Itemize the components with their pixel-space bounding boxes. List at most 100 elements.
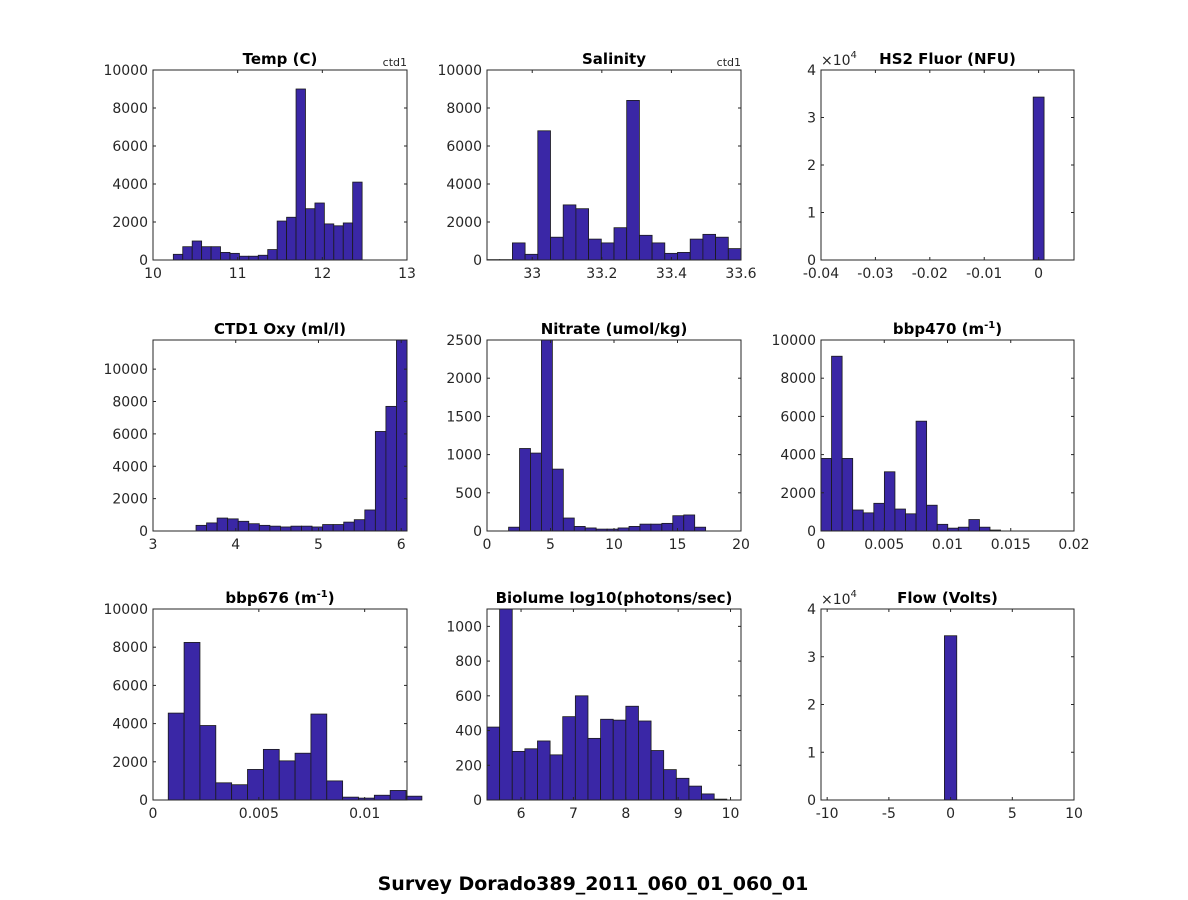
- x-tick-label: 33.6: [725, 266, 756, 282]
- histogram-bar: [524, 748, 538, 801]
- histogram-panel: 10 11 12 13 0 2000 4000 6000 8000 10000 Temp (C) ct…: [103, 50, 415, 282]
- histogram-bar: [332, 524, 345, 532]
- y-tick-label: 0: [139, 253, 148, 269]
- histogram-bar: [675, 777, 690, 801]
- y-tick-label: 1500: [446, 409, 482, 425]
- histogram-bar: [290, 525, 302, 532]
- y-tick-label: 2500: [446, 333, 482, 349]
- histogram-bar: [688, 785, 702, 801]
- histogram-bar: [486, 726, 501, 801]
- x-tick-label: 8: [621, 806, 630, 822]
- y-tick-label: 0: [473, 793, 482, 809]
- y-tick-label: 1000: [446, 448, 482, 464]
- panel-title: CTD1 Oxy (ml/l): [214, 320, 346, 338]
- histogram-bar: [820, 458, 832, 532]
- x-tick-label: 33: [523, 266, 541, 282]
- histogram-bar: [286, 216, 297, 261]
- histogram-bar: [831, 355, 843, 532]
- histogram-bar: [389, 790, 407, 801]
- histogram-bar: [562, 204, 577, 261]
- x-tick-label: 9: [674, 806, 683, 822]
- y-tick-label: 6000: [446, 139, 482, 155]
- x-tick-label: 6: [397, 537, 406, 553]
- histogram-bar: [326, 780, 344, 801]
- histogram-bar: [638, 720, 652, 801]
- histogram-panel: 0 5 10 15 20 0 500 1000 1500 2000 2500 Nitrate (umo…: [446, 320, 750, 553]
- histogram-bar: [537, 740, 551, 801]
- histogram-panel: 6 7 8 9 10 0 200 400 600 800 1000 Biolume log10(pho…: [446, 589, 742, 822]
- histogram-bar: [689, 238, 704, 261]
- panel-title: Temp (C): [243, 50, 318, 68]
- histogram-bar: [672, 515, 685, 532]
- histogram-bar: [201, 246, 212, 261]
- x-tick-label: 0.01: [932, 537, 963, 553]
- y-tick-label: 2: [807, 158, 816, 174]
- histogram-bar: [600, 242, 615, 261]
- histogram-bar: [600, 718, 614, 801]
- histogram-bar: [353, 519, 366, 532]
- y-tick-label: 3: [807, 650, 816, 666]
- histogram-bar: [683, 514, 696, 532]
- y-tick-label: 200: [455, 758, 482, 774]
- histogram-bar: [702, 233, 717, 261]
- histogram-bar: [310, 713, 328, 801]
- axes-box: [152, 69, 408, 261]
- x-tick-label: 0: [149, 806, 158, 822]
- corner-label: ctd1: [717, 56, 741, 69]
- y-tick-label: 6000: [780, 409, 816, 425]
- y-tick-label: 3: [807, 111, 816, 127]
- histogram-bar: [957, 526, 970, 532]
- histogram-bar: [625, 705, 639, 801]
- x-tick-label: 10: [722, 806, 740, 822]
- histogram-bar: [541, 339, 553, 532]
- histogram-bar: [374, 431, 387, 532]
- histogram-bar: [508, 526, 520, 532]
- axis-exponent-label: ×104: [821, 50, 857, 69]
- histogram-bar: [562, 517, 575, 532]
- y-tick-label: 2000: [780, 486, 816, 502]
- y-tick-label: 10000: [437, 63, 482, 79]
- histogram-bar: [231, 784, 248, 801]
- histogram-bar: [936, 523, 949, 532]
- histogram-bar: [626, 100, 640, 261]
- histogram-bar: [530, 452, 542, 532]
- histogram-bar: [333, 225, 344, 261]
- histogram-bar: [944, 635, 958, 801]
- y-tick-label: 8000: [112, 640, 148, 656]
- axes-box: [152, 339, 408, 532]
- x-tick-label: 0.005: [239, 806, 279, 822]
- histogram-panel: 0 0.005 0.01 0.015 0.02 0 2000 4000 6000 8000 1000…: [771, 320, 1089, 553]
- histogram-bar: [258, 524, 271, 532]
- histogram-bar: [894, 508, 906, 532]
- histogram-bar: [651, 242, 666, 261]
- histogram-bar: [301, 525, 313, 532]
- x-tick-label: 10: [1065, 806, 1083, 822]
- x-tick-label: 5: [314, 537, 323, 553]
- y-tick-label: 8000: [112, 101, 148, 117]
- histogram-bar: [511, 750, 526, 801]
- x-tick-label: 10: [605, 537, 623, 553]
- y-tick-label: 8000: [780, 371, 816, 387]
- panel-title: bbp470 (m-1): [893, 320, 1002, 338]
- x-tick-label: 0.01: [349, 806, 380, 822]
- histogram-bar: [852, 509, 864, 532]
- x-tick-label: -0.01: [966, 266, 1002, 282]
- y-tick-label: 6000: [112, 139, 148, 155]
- histogram-bar: [694, 526, 707, 532]
- histogram-bar: [883, 471, 896, 532]
- histogram-bar: [294, 752, 312, 801]
- y-tick-label: 6000: [112, 678, 148, 694]
- y-tick-label: 0: [807, 253, 816, 269]
- x-tick-label: 0: [817, 537, 826, 553]
- x-tick-label: 20: [732, 537, 750, 553]
- histogram-bar: [248, 523, 260, 532]
- y-tick-label: 10000: [103, 362, 148, 378]
- y-tick-label: 0: [807, 793, 816, 809]
- x-tick-label: 33.2: [586, 266, 617, 282]
- y-tick-label: 1000: [446, 619, 482, 635]
- x-tick-label: 0: [1034, 266, 1043, 282]
- histogram-bar: [968, 519, 980, 532]
- y-tick-label: 1: [807, 206, 816, 222]
- x-tick-label: 5: [1008, 806, 1017, 822]
- histogram-bar: [305, 208, 316, 261]
